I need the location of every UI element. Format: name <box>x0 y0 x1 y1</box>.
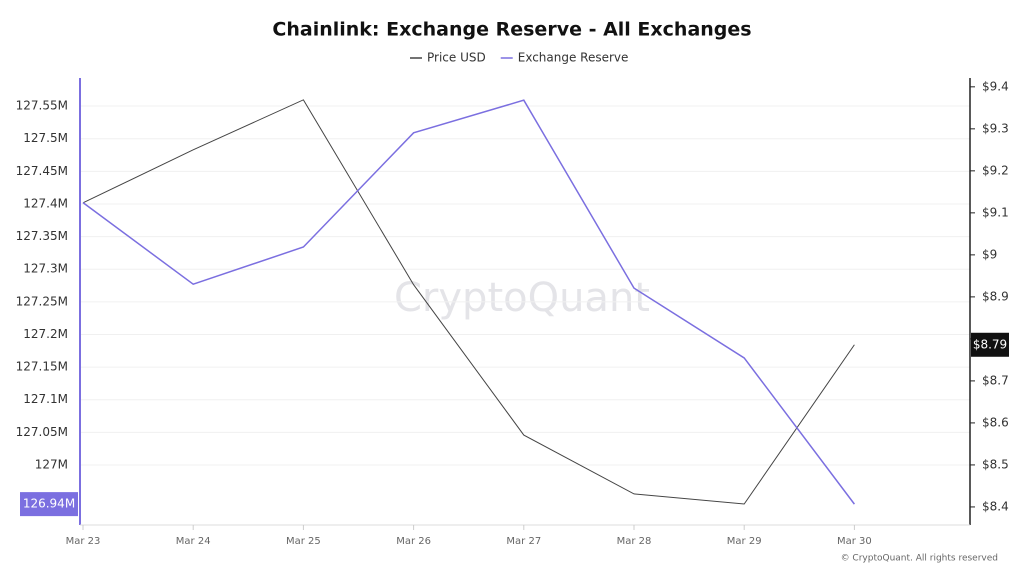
series-line <box>82 99 855 505</box>
x-tick-label: Mar 29 <box>727 536 762 547</box>
y-tick-label: 127.1M <box>23 392 68 406</box>
y-tick-label: 127.05M <box>16 425 68 439</box>
y2-tick-label: $8.4 <box>982 499 1009 513</box>
value-label: $8.79 <box>973 337 1007 351</box>
x-tick-label: Mar 30 <box>837 536 872 547</box>
y-tick-label: 127.45M <box>16 164 68 178</box>
y-tick-label: 127.35M <box>16 229 68 243</box>
legend-label: Price USD <box>427 51 486 65</box>
y2-tick-label: $9.4 <box>982 79 1009 93</box>
y2-tick-label: $8.5 <box>982 457 1009 471</box>
y-tick-label: 127.2M <box>23 327 68 341</box>
y-tick-label: 127.5M <box>23 131 68 145</box>
x-tick-label: Mar 26 <box>396 536 431 547</box>
x-tick-label: Mar 28 <box>617 536 652 547</box>
y2-tick-label: $9.1 <box>982 205 1009 219</box>
y2-tick-label: $8.7 <box>982 373 1009 387</box>
y-tick-label: 127.4M <box>23 196 68 210</box>
x-tick-label: Mar 27 <box>506 536 541 547</box>
legend-label: Exchange Reserve <box>518 51 629 65</box>
value-label-box <box>20 492 78 517</box>
y2-tick-label: $9.3 <box>982 121 1009 135</box>
x-tick-label: Mar 24 <box>176 536 211 547</box>
y-tick-label: 127.15M <box>16 360 68 374</box>
y-tick-label: 127.25M <box>16 294 68 308</box>
y2-tick-label: $9 <box>982 247 997 261</box>
y2-tick-label: $9.2 <box>982 163 1009 177</box>
y-tick-label: 127M <box>35 457 68 471</box>
y2-tick-label: $8.6 <box>982 415 1009 429</box>
series-line <box>82 99 855 505</box>
chart-title: Chainlink: Exchange Reserve - All Exchan… <box>272 19 751 41</box>
x-tick-label: Mar 23 <box>66 536 101 547</box>
y-tick-label: 127.55M <box>16 99 68 113</box>
source: © CryptoQuant. All rights reserved <box>841 554 998 564</box>
y-tick-label: 127.3M <box>23 262 68 276</box>
value-label: 126.94M <box>23 497 75 511</box>
x-tick-label: Mar 25 <box>286 536 321 547</box>
value-label-box <box>971 332 1009 357</box>
y2-tick-label: $8.9 <box>982 289 1009 303</box>
watermark: CryptoQuant <box>394 275 650 321</box>
